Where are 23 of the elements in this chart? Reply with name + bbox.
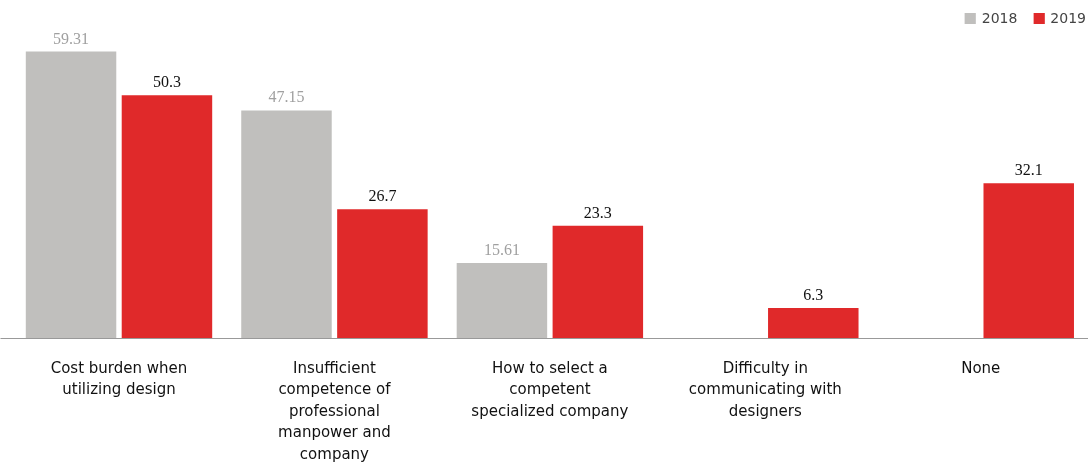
- bar: [768, 308, 859, 339]
- legend-label: 2018: [981, 10, 1018, 26]
- bar: [25, 51, 117, 339]
- bar: [552, 225, 644, 339]
- data-label: 50.3: [152, 73, 181, 91]
- bar: [983, 183, 1074, 339]
- x-tick-label: None: [961, 358, 1001, 377]
- bar: [121, 95, 213, 339]
- data-label: 23.3: [583, 203, 612, 221]
- data-label: 15.61: [483, 240, 520, 258]
- legend-label: 2019: [1050, 10, 1086, 26]
- data-label: 59.31: [53, 29, 90, 47]
- x-tick-label: Difficulty in communicating with designers: [688, 358, 842, 420]
- x-tick-label: Insufficient competence of professional manpower and company: [278, 358, 392, 463]
- data-label: 26.7: [368, 187, 397, 205]
- bar: [337, 209, 428, 339]
- data-label: 47.15: [268, 88, 305, 106]
- bar: [456, 262, 548, 339]
- data-label: 32.1: [1014, 161, 1043, 179]
- data-label: 6.3: [803, 286, 824, 304]
- bar: [241, 110, 332, 339]
- x-tick-label: Cost burden when utilizing design: [50, 358, 188, 399]
- x-tick-label: How to select a competent specialized company: [471, 358, 629, 420]
